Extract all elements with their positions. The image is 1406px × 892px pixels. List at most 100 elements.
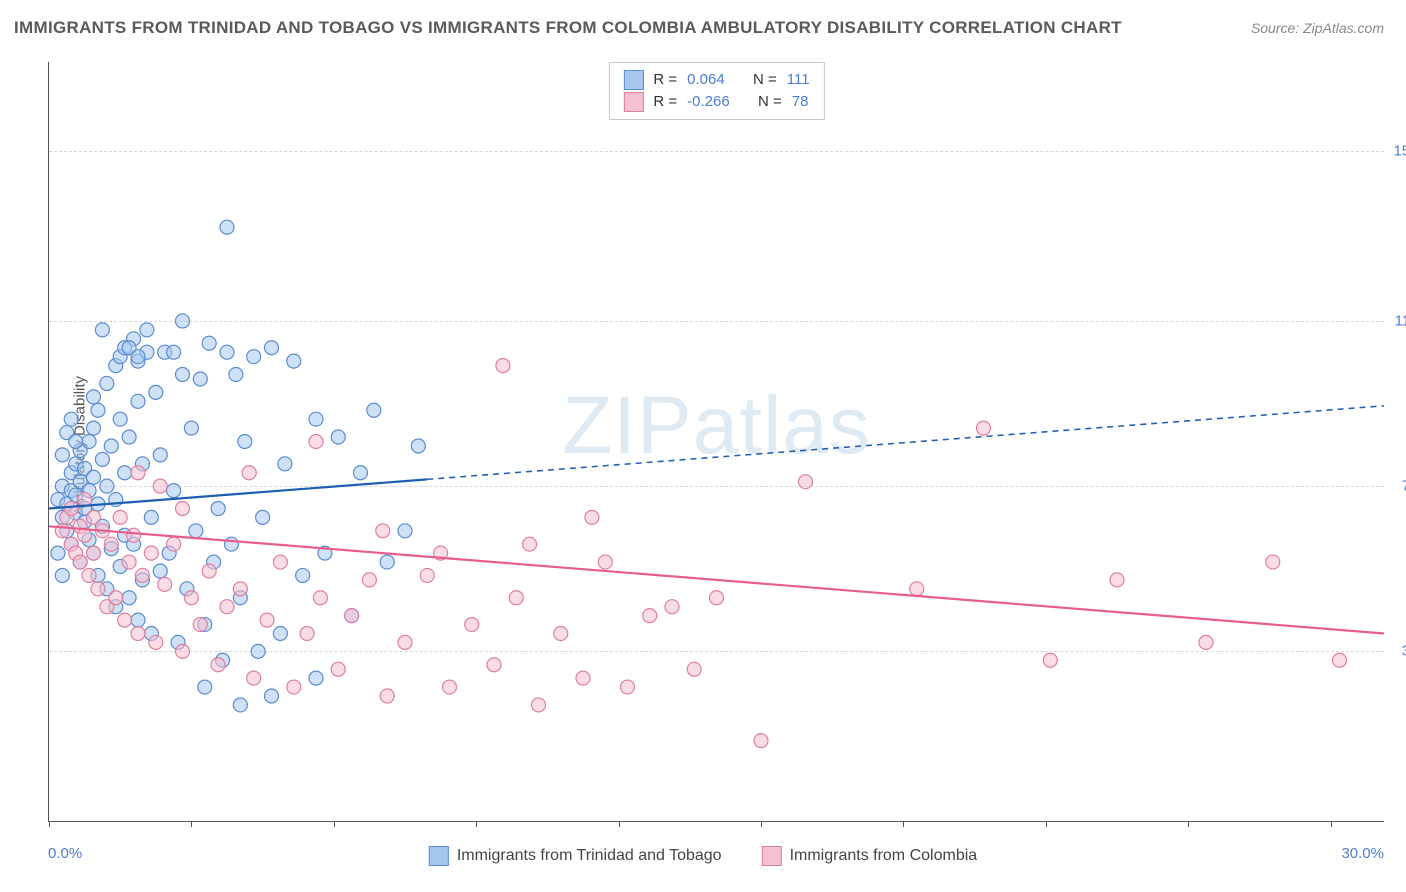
scatter-point-colombia [144,546,158,560]
scatter-point-colombia [910,582,924,596]
plot-area: ZIPatlas R = 0.064 N = 111 R = -0.266 N … [48,62,1384,822]
scatter-point-trinidad [184,421,198,435]
scatter-point-trinidad [167,484,181,498]
x-tick [1046,821,1047,827]
scatter-point-colombia [131,626,145,640]
scatter-point-trinidad [87,470,101,484]
scatter-point-colombia [643,609,657,623]
y-tick-label: 3.8% [1402,643,1406,660]
scatter-point-colombia [300,626,314,640]
n-value-colombia: 78 [792,91,809,113]
scatter-point-trinidad [238,435,252,449]
scatter-point-colombia [247,671,261,685]
scatter-point-colombia [977,421,991,435]
scatter-point-colombia [532,698,546,712]
x-axis-max-label: 30.0% [1341,845,1384,862]
scatter-point-trinidad [153,564,167,578]
scatter-point-colombia [82,568,96,582]
legend-item-trinidad: Immigrants from Trinidad and Tobago [429,846,722,866]
scatter-point-colombia [687,662,701,676]
scatter-point-colombia [376,524,390,538]
scatter-point-trinidad [122,591,136,605]
scatter-point-trinidad [202,336,216,350]
scatter-point-trinidad [251,644,265,658]
legend-swatch-trinidad-bottom [429,846,449,866]
y-tick-label: 7.5% [1402,478,1406,495]
chart-title: IMMIGRANTS FROM TRINIDAD AND TOBAGO VS I… [14,18,1122,38]
x-tick [49,821,50,827]
scatter-point-colombia [149,635,163,649]
scatter-point-trinidad [55,448,69,462]
scatter-point-colombia [345,609,359,623]
scatter-point-colombia [710,591,724,605]
scatter-point-colombia [576,671,590,685]
n-label: N = [753,69,777,91]
trend-line-colombia [49,526,1384,633]
r-label: R = [653,69,677,91]
scatter-point-colombia [104,537,118,551]
scatter-point-trinidad [91,403,105,417]
scatter-point-trinidad [153,448,167,462]
scatter-point-trinidad [287,354,301,368]
scatter-point-colombia [193,618,207,632]
scatter-point-colombia [87,510,101,524]
scatter-point-trinidad [100,479,114,493]
scatter-point-trinidad [176,314,190,328]
scatter-point-colombia [176,501,190,515]
scatter-point-colombia [273,555,287,569]
scatter-point-colombia [420,568,434,582]
source-attribution: Source: ZipAtlas.com [1251,20,1384,36]
scatter-point-trinidad [167,345,181,359]
scatter-point-trinidad [131,613,145,627]
scatter-point-trinidad [278,457,292,471]
scatter-point-colombia [211,658,225,672]
scatter-point-trinidad [64,412,78,426]
scatter-point-colombia [313,591,327,605]
n-label: N = [758,91,782,113]
scatter-point-trinidad [140,323,154,337]
scatter-point-trinidad [131,394,145,408]
scatter-point-colombia [1266,555,1280,569]
scatter-point-colombia [153,479,167,493]
scatter-point-colombia [465,618,479,632]
scatter-point-trinidad [113,412,127,426]
scatter-point-colombia [167,537,181,551]
scatter-point-colombia [158,577,172,591]
x-axis-min-label: 0.0% [48,845,82,862]
scatter-point-trinidad [149,385,163,399]
scatter-point-trinidad [309,412,323,426]
scatter-point-trinidad [95,452,109,466]
scatter-point-trinidad [193,372,207,386]
scatter-point-trinidad [247,350,261,364]
scatter-point-colombia [665,600,679,614]
scatter-point-colombia [118,613,132,627]
scatter-point-trinidad [211,501,225,515]
scatter-point-trinidad [265,341,279,355]
scatter-point-colombia [496,359,510,373]
scatter-point-colombia [122,555,136,569]
scatter-point-trinidad [229,368,243,382]
scatter-point-colombia [91,582,105,596]
scatter-point-colombia [113,510,127,524]
scatter-point-colombia [309,435,323,449]
scatter-svg [49,62,1384,821]
scatter-point-trinidad [144,510,158,524]
scatter-point-trinidad [69,435,83,449]
y-tick-label: 15.0% [1393,143,1406,160]
legend-label-trinidad: Immigrants from Trinidad and Tobago [457,847,722,865]
scatter-point-colombia [131,466,145,480]
scatter-point-trinidad [331,430,345,444]
scatter-point-trinidad [198,680,212,694]
legend-swatch-trinidad [623,70,643,90]
trend-line-dashed-trinidad [427,406,1384,480]
x-tick [903,821,904,827]
scatter-point-colombia [202,564,216,578]
scatter-point-colombia [242,466,256,480]
scatter-point-colombia [127,528,141,542]
scatter-point-trinidad [131,350,145,364]
r-value-colombia: -0.266 [687,91,730,113]
scatter-point-trinidad [224,537,238,551]
correlation-legend: R = 0.064 N = 111 R = -0.266 N = 78 [608,62,824,120]
scatter-point-colombia [176,644,190,658]
scatter-point-trinidad [82,435,96,449]
